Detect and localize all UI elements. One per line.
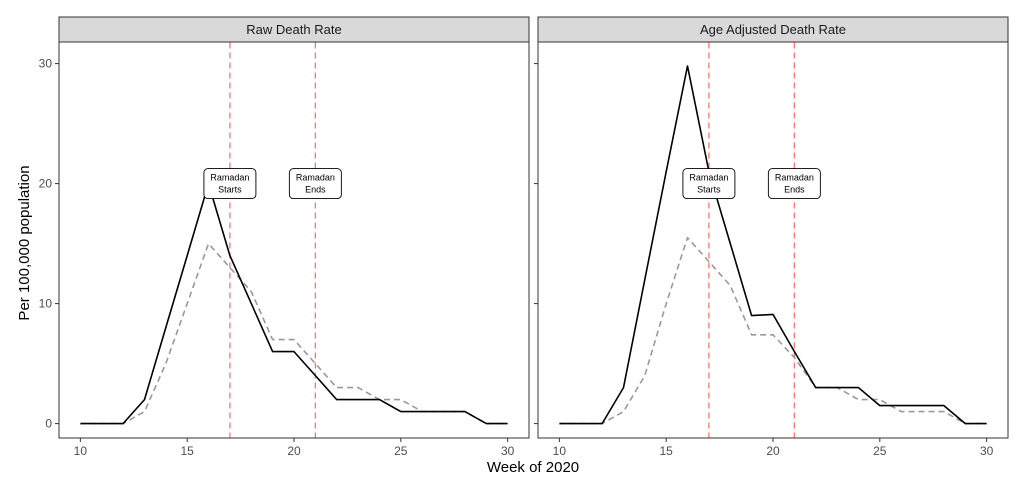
y-tick-label: 20 [39, 177, 53, 191]
annotation-box [203, 168, 257, 200]
x-tick-label: 15 [181, 444, 195, 458]
x-tick-label: 20 [287, 444, 301, 458]
solid-series-line [80, 182, 508, 425]
annotation-text: Ends [784, 185, 805, 195]
annotation-text: Ramadan [689, 173, 728, 183]
y-tick-label: 30 [39, 57, 53, 71]
panel-strip [58, 16, 530, 43]
annotation-text: Ramadan [210, 173, 249, 183]
annotation-text: Starts [218, 185, 242, 195]
panel-title: Age Adjusted Death Rate [700, 22, 846, 37]
x-tick-label: 10 [553, 444, 567, 458]
y-tick-label: 0 [45, 417, 52, 431]
dashed-series-line [559, 236, 987, 425]
x-tick-label: 30 [980, 444, 994, 458]
panel-1: Raw Death Rate 10 15 20 25 30 0 10 20 30 Ramadan St… [39, 16, 530, 458]
panel-area [537, 41, 1009, 439]
x-tick-label: 10 [74, 444, 88, 458]
ramadan-starts-label: Ramadan Starts [203, 168, 257, 200]
annotation-text: Ramadan [296, 173, 335, 183]
annotation-box [682, 168, 736, 200]
ramadan-ends-label: Ramadan Ends [767, 168, 821, 200]
y-tick-label: 10 [39, 297, 53, 311]
annotation-text: Starts [697, 185, 721, 195]
annotation-text: Ends [305, 185, 326, 195]
solid-series-line [559, 65, 987, 425]
panel-area [58, 41, 530, 439]
panel-title: Raw Death Rate [246, 22, 341, 37]
x-tick-label: 15 [660, 444, 674, 458]
x-axis-title: Week of 2020 [487, 459, 579, 476]
annotation-box [767, 168, 821, 200]
ramadan-starts-label: Ramadan Starts [682, 168, 736, 200]
y-axis-title: Per 100,000 population [16, 165, 33, 320]
annotation-text: Ramadan [775, 173, 814, 183]
x-tick-label: 20 [766, 444, 780, 458]
x-tick-label: 30 [501, 444, 515, 458]
panel-2: Age Adjusted Death Rate 10 15 20 25 30 Ramadan… [534, 16, 1009, 458]
annotation-box [288, 168, 342, 200]
x-tick-label: 25 [873, 444, 887, 458]
x-tick-label: 25 [394, 444, 408, 458]
ramadan-ends-label: Ramadan Ends [288, 168, 342, 200]
